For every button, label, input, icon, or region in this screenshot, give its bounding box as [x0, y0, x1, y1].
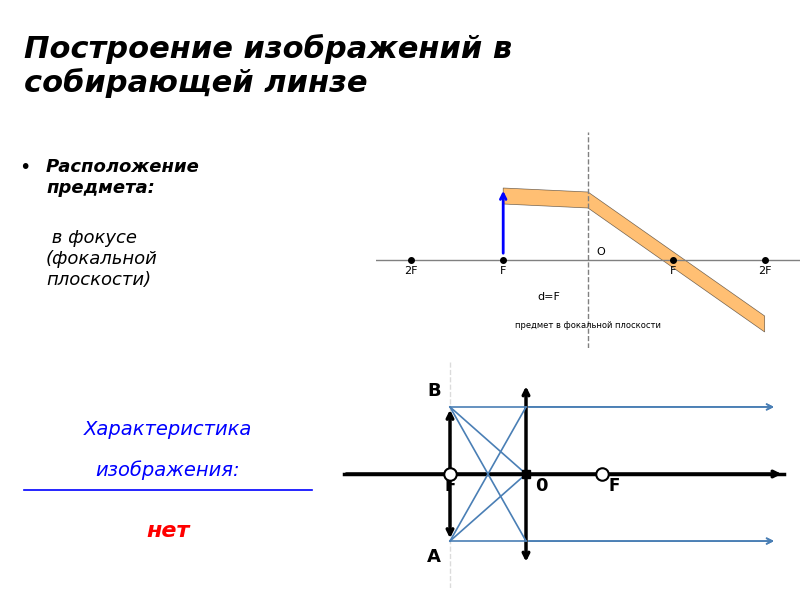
Text: 2F: 2F	[758, 266, 771, 277]
Text: Построение изображений в
собирающей линзе: Построение изображений в собирающей линз…	[24, 34, 512, 98]
Text: F: F	[670, 266, 676, 277]
Text: Характеристика: Характеристика	[84, 419, 252, 439]
Text: в фокусе
(фокальной
плоскости): в фокусе (фокальной плоскости)	[46, 229, 158, 289]
Text: A: A	[427, 548, 441, 566]
Text: изображения:: изображения:	[96, 460, 240, 480]
Text: F: F	[608, 477, 619, 495]
Text: Расположение
предмета:: Расположение предмета:	[46, 158, 200, 197]
Polygon shape	[503, 188, 765, 332]
Text: нет: нет	[146, 521, 190, 541]
Text: предмет в фокальной плоскости: предмет в фокальной плоскости	[515, 321, 661, 330]
Text: O: O	[597, 247, 606, 257]
Text: 2F: 2F	[405, 266, 418, 277]
Text: F: F	[444, 477, 456, 495]
Text: F: F	[500, 266, 506, 277]
Text: •: •	[19, 158, 30, 177]
Text: d=F: d=F	[538, 292, 561, 302]
Text: B: B	[427, 382, 441, 400]
Text: 0: 0	[535, 477, 548, 495]
